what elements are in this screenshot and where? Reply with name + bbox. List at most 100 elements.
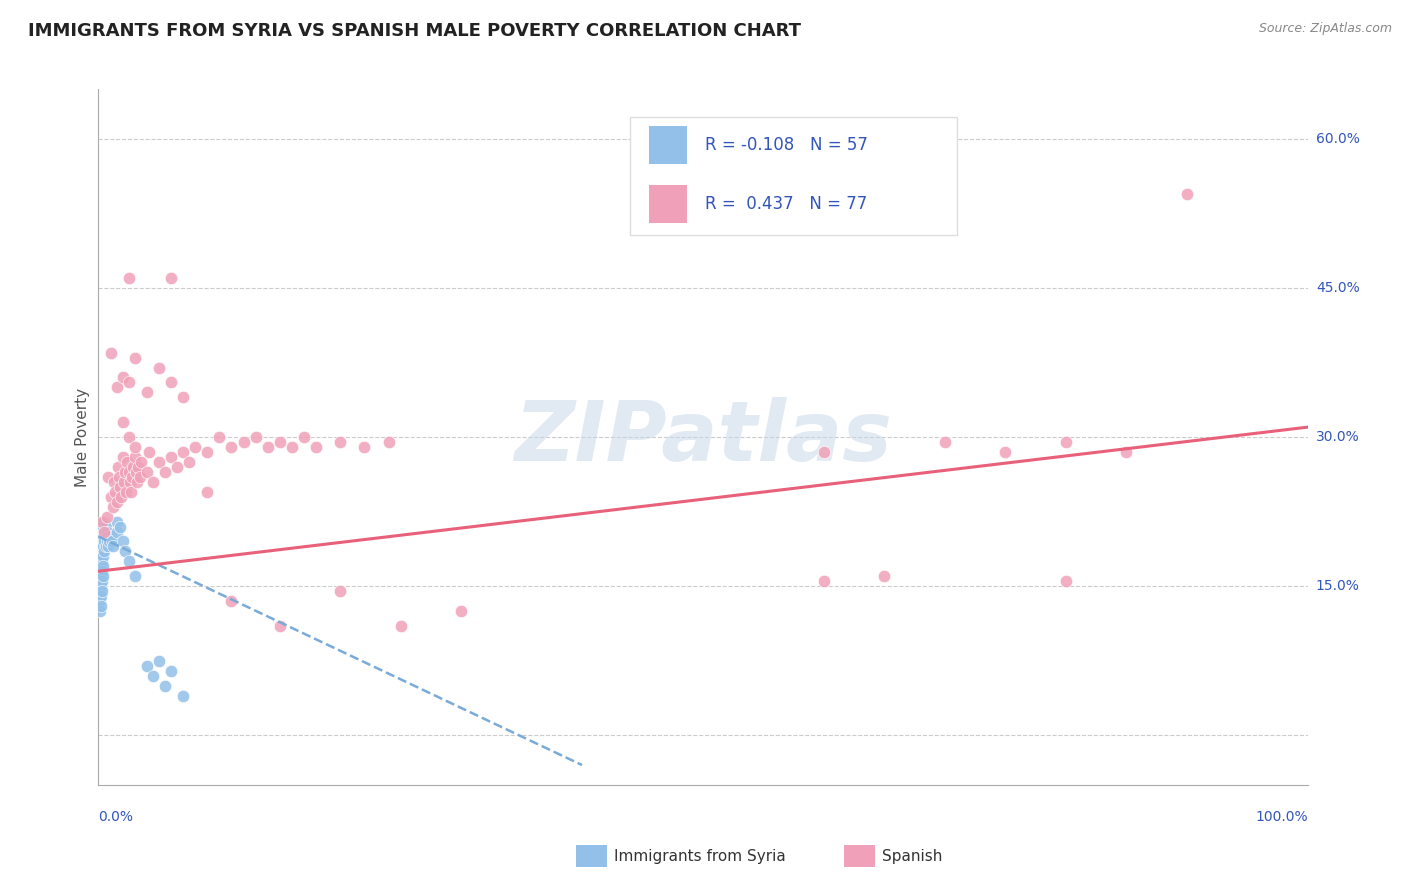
Point bbox=[117, 455, 139, 469]
Point bbox=[124, 351, 146, 365]
Point bbox=[128, 470, 150, 484]
Point bbox=[90, 579, 112, 593]
Point bbox=[91, 554, 114, 568]
Text: 30.0%: 30.0% bbox=[1316, 430, 1360, 444]
Point bbox=[93, 524, 115, 539]
Text: 60.0%: 60.0% bbox=[1316, 132, 1360, 146]
Point bbox=[90, 529, 112, 543]
Text: Immigrants from Syria: Immigrants from Syria bbox=[614, 849, 786, 863]
Point bbox=[813, 445, 835, 459]
FancyBboxPatch shape bbox=[648, 126, 688, 164]
Point bbox=[93, 534, 115, 549]
Point bbox=[329, 435, 352, 450]
Point bbox=[305, 440, 328, 454]
Point bbox=[89, 584, 111, 599]
Point bbox=[124, 450, 146, 464]
FancyBboxPatch shape bbox=[630, 117, 957, 235]
Point bbox=[115, 484, 138, 499]
Point bbox=[114, 465, 136, 479]
Point bbox=[1115, 445, 1137, 459]
Point bbox=[269, 619, 291, 633]
Point bbox=[91, 559, 114, 574]
Point bbox=[90, 569, 112, 583]
Point bbox=[118, 430, 141, 444]
Point bbox=[105, 494, 128, 508]
Point bbox=[172, 689, 194, 703]
Point bbox=[89, 604, 111, 618]
Point bbox=[97, 529, 120, 543]
Point bbox=[221, 594, 243, 608]
Point bbox=[108, 480, 131, 494]
Point bbox=[153, 465, 176, 479]
Point bbox=[221, 440, 243, 454]
Point bbox=[111, 370, 134, 384]
Point bbox=[120, 484, 142, 499]
Point bbox=[101, 540, 124, 554]
Point bbox=[100, 534, 122, 549]
Point bbox=[94, 529, 117, 543]
Point bbox=[166, 459, 188, 474]
Point bbox=[111, 534, 134, 549]
Point bbox=[100, 529, 122, 543]
Point bbox=[100, 345, 122, 359]
Text: Source: ZipAtlas.com: Source: ZipAtlas.com bbox=[1258, 22, 1392, 36]
Point bbox=[208, 430, 231, 444]
Point bbox=[96, 524, 118, 539]
Text: 15.0%: 15.0% bbox=[1316, 579, 1360, 593]
Point bbox=[184, 440, 207, 454]
Point bbox=[172, 390, 194, 404]
Text: R =  0.437   N = 77: R = 0.437 N = 77 bbox=[706, 195, 868, 213]
Point bbox=[91, 529, 114, 543]
Point bbox=[142, 475, 165, 489]
Point bbox=[1175, 186, 1198, 201]
Point bbox=[873, 569, 896, 583]
Point bbox=[105, 515, 128, 529]
Point bbox=[118, 271, 141, 285]
Point bbox=[129, 455, 152, 469]
Point bbox=[160, 664, 183, 678]
Point bbox=[97, 470, 120, 484]
Point bbox=[269, 435, 291, 450]
Point bbox=[994, 445, 1017, 459]
Point bbox=[91, 549, 114, 564]
Point bbox=[127, 475, 149, 489]
Point bbox=[118, 475, 141, 489]
Point bbox=[90, 540, 112, 554]
Point bbox=[148, 455, 170, 469]
Point bbox=[110, 490, 132, 504]
Point bbox=[160, 376, 183, 390]
Point bbox=[112, 475, 135, 489]
Point bbox=[93, 515, 115, 529]
Point bbox=[329, 584, 352, 599]
Point bbox=[135, 385, 157, 400]
Point bbox=[160, 271, 183, 285]
FancyBboxPatch shape bbox=[648, 185, 688, 223]
Point bbox=[813, 574, 835, 589]
Point bbox=[122, 459, 145, 474]
Point bbox=[1054, 574, 1077, 589]
Point bbox=[89, 554, 111, 568]
Point bbox=[121, 470, 143, 484]
Point bbox=[100, 490, 122, 504]
Point bbox=[281, 440, 304, 454]
Point bbox=[125, 465, 148, 479]
Point bbox=[89, 574, 111, 589]
Point bbox=[93, 524, 115, 539]
Point bbox=[111, 450, 134, 464]
Point bbox=[148, 654, 170, 668]
Point bbox=[89, 594, 111, 608]
Point bbox=[135, 658, 157, 673]
Point bbox=[91, 584, 114, 599]
Point bbox=[90, 549, 112, 564]
Point bbox=[153, 679, 176, 693]
Point bbox=[94, 519, 117, 533]
Text: Spanish: Spanish bbox=[882, 849, 942, 863]
Text: 0.0%: 0.0% bbox=[98, 810, 134, 824]
Point bbox=[108, 470, 131, 484]
Point bbox=[90, 599, 112, 613]
Point bbox=[97, 540, 120, 554]
Point bbox=[91, 540, 114, 554]
Point bbox=[107, 459, 129, 474]
Point bbox=[91, 574, 114, 589]
Y-axis label: Male Poverty: Male Poverty bbox=[75, 387, 90, 487]
